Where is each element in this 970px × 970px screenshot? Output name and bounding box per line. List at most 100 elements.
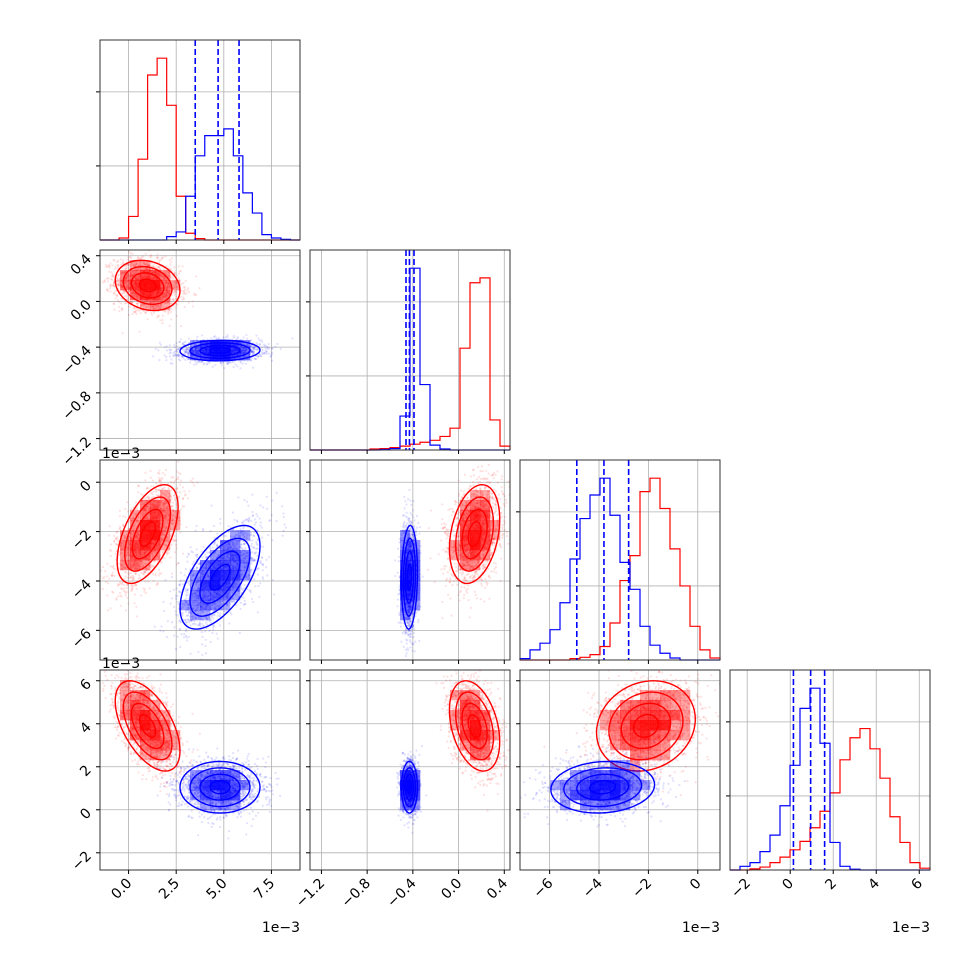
scatter-point [172, 539, 176, 543]
scatter-point [166, 300, 170, 303]
scatter-point [261, 340, 264, 343]
scatter-point [127, 273, 130, 276]
scatter-point [132, 516, 135, 519]
scatter-point [159, 343, 162, 347]
scatter-point [241, 346, 244, 349]
scatter-point [124, 302, 127, 305]
scatter-point [158, 307, 162, 310]
scatter-point [158, 481, 161, 484]
scatter-point [142, 262, 145, 265]
scatter-point [104, 263, 108, 267]
scatter-point [177, 347, 181, 350]
scatter-point [251, 346, 254, 349]
scatter-point [120, 530, 123, 533]
scatter-point [165, 269, 169, 273]
scatter-point [165, 551, 168, 555]
scatter-point [173, 497, 176, 500]
scatter-point [169, 351, 172, 354]
scatter-point [169, 275, 173, 278]
scatter-point [184, 351, 187, 354]
scatter-point [126, 263, 129, 266]
scatter-point [138, 263, 141, 266]
scatter-point [191, 481, 194, 484]
scatter-point [263, 351, 266, 355]
scatter-point [126, 295, 129, 298]
scatter-point [161, 318, 164, 322]
scatter-point [123, 587, 126, 590]
scatter-point [131, 587, 134, 590]
scatter-point [158, 359, 161, 362]
scatter-point [244, 354, 247, 358]
scatter-point [109, 285, 112, 288]
scatter-point [186, 350, 189, 354]
scatter-point [118, 310, 121, 313]
scatter-point [116, 584, 119, 587]
scatter-point [117, 279, 121, 282]
scatter-point [164, 501, 168, 505]
scatter-point [198, 360, 201, 363]
scatter-point [148, 301, 151, 304]
scatter-point [116, 595, 119, 598]
scatter-point [244, 349, 248, 352]
scatter-point [137, 574, 141, 577]
scatter-point [250, 351, 253, 354]
scatter-point [162, 507, 165, 511]
scatter-point [173, 279, 176, 282]
scatter-point [260, 355, 263, 358]
scatter-point [240, 351, 243, 354]
scatter-point [154, 488, 158, 491]
scatter-point [178, 518, 182, 522]
scatter-point [173, 289, 176, 292]
scatter-point [242, 352, 245, 355]
scatter-point [161, 533, 164, 536]
scatter-point [175, 291, 178, 294]
scatter-point [132, 517, 135, 520]
scatter-point [130, 517, 133, 521]
scatter-point [145, 268, 148, 271]
scatter-point [133, 593, 136, 596]
scatter-point [184, 351, 188, 354]
scatter-point [143, 303, 146, 306]
scatter-point [166, 553, 169, 556]
scatter-point [165, 270, 168, 274]
scatter-point [189, 361, 192, 364]
scatter-point [169, 267, 172, 271]
scatter-point [242, 347, 245, 350]
scatter-point [241, 347, 244, 351]
scatter-point [274, 345, 277, 348]
scatter-point [161, 539, 164, 542]
contour-line [138, 278, 157, 293]
scatter-point [136, 519, 139, 522]
scatter-point [244, 351, 248, 354]
scatter-point [162, 505, 165, 508]
scatter-point [127, 527, 130, 530]
scatter-point [114, 297, 117, 300]
scatter-point [170, 308, 173, 311]
scatter-point [161, 256, 164, 259]
density-cell [140, 300, 151, 311]
scatter-point [165, 300, 169, 303]
scatter-point [132, 524, 136, 527]
scatter-point [226, 362, 229, 366]
scatter-point [135, 519, 138, 523]
scatter-point [140, 560, 143, 563]
scatter-point [151, 264, 154, 268]
scatter-point [187, 353, 190, 356]
scatter-point [244, 351, 248, 354]
contour-line [130, 272, 165, 299]
scatter-point [181, 298, 184, 301]
scatter-point [242, 349, 245, 352]
scatter-point [183, 292, 186, 295]
scatter-point [276, 342, 279, 345]
scatter-point [166, 536, 169, 539]
scatter-point [137, 268, 140, 271]
scatter-point [250, 350, 253, 353]
scatter-point [137, 577, 140, 580]
scatter-point [242, 351, 245, 354]
scatter-point [146, 518, 149, 521]
scatter-point [174, 281, 178, 285]
scatter-point [181, 348, 185, 351]
scatter-point [183, 341, 186, 344]
scatter-point [127, 559, 130, 563]
scatter-point [270, 351, 274, 354]
